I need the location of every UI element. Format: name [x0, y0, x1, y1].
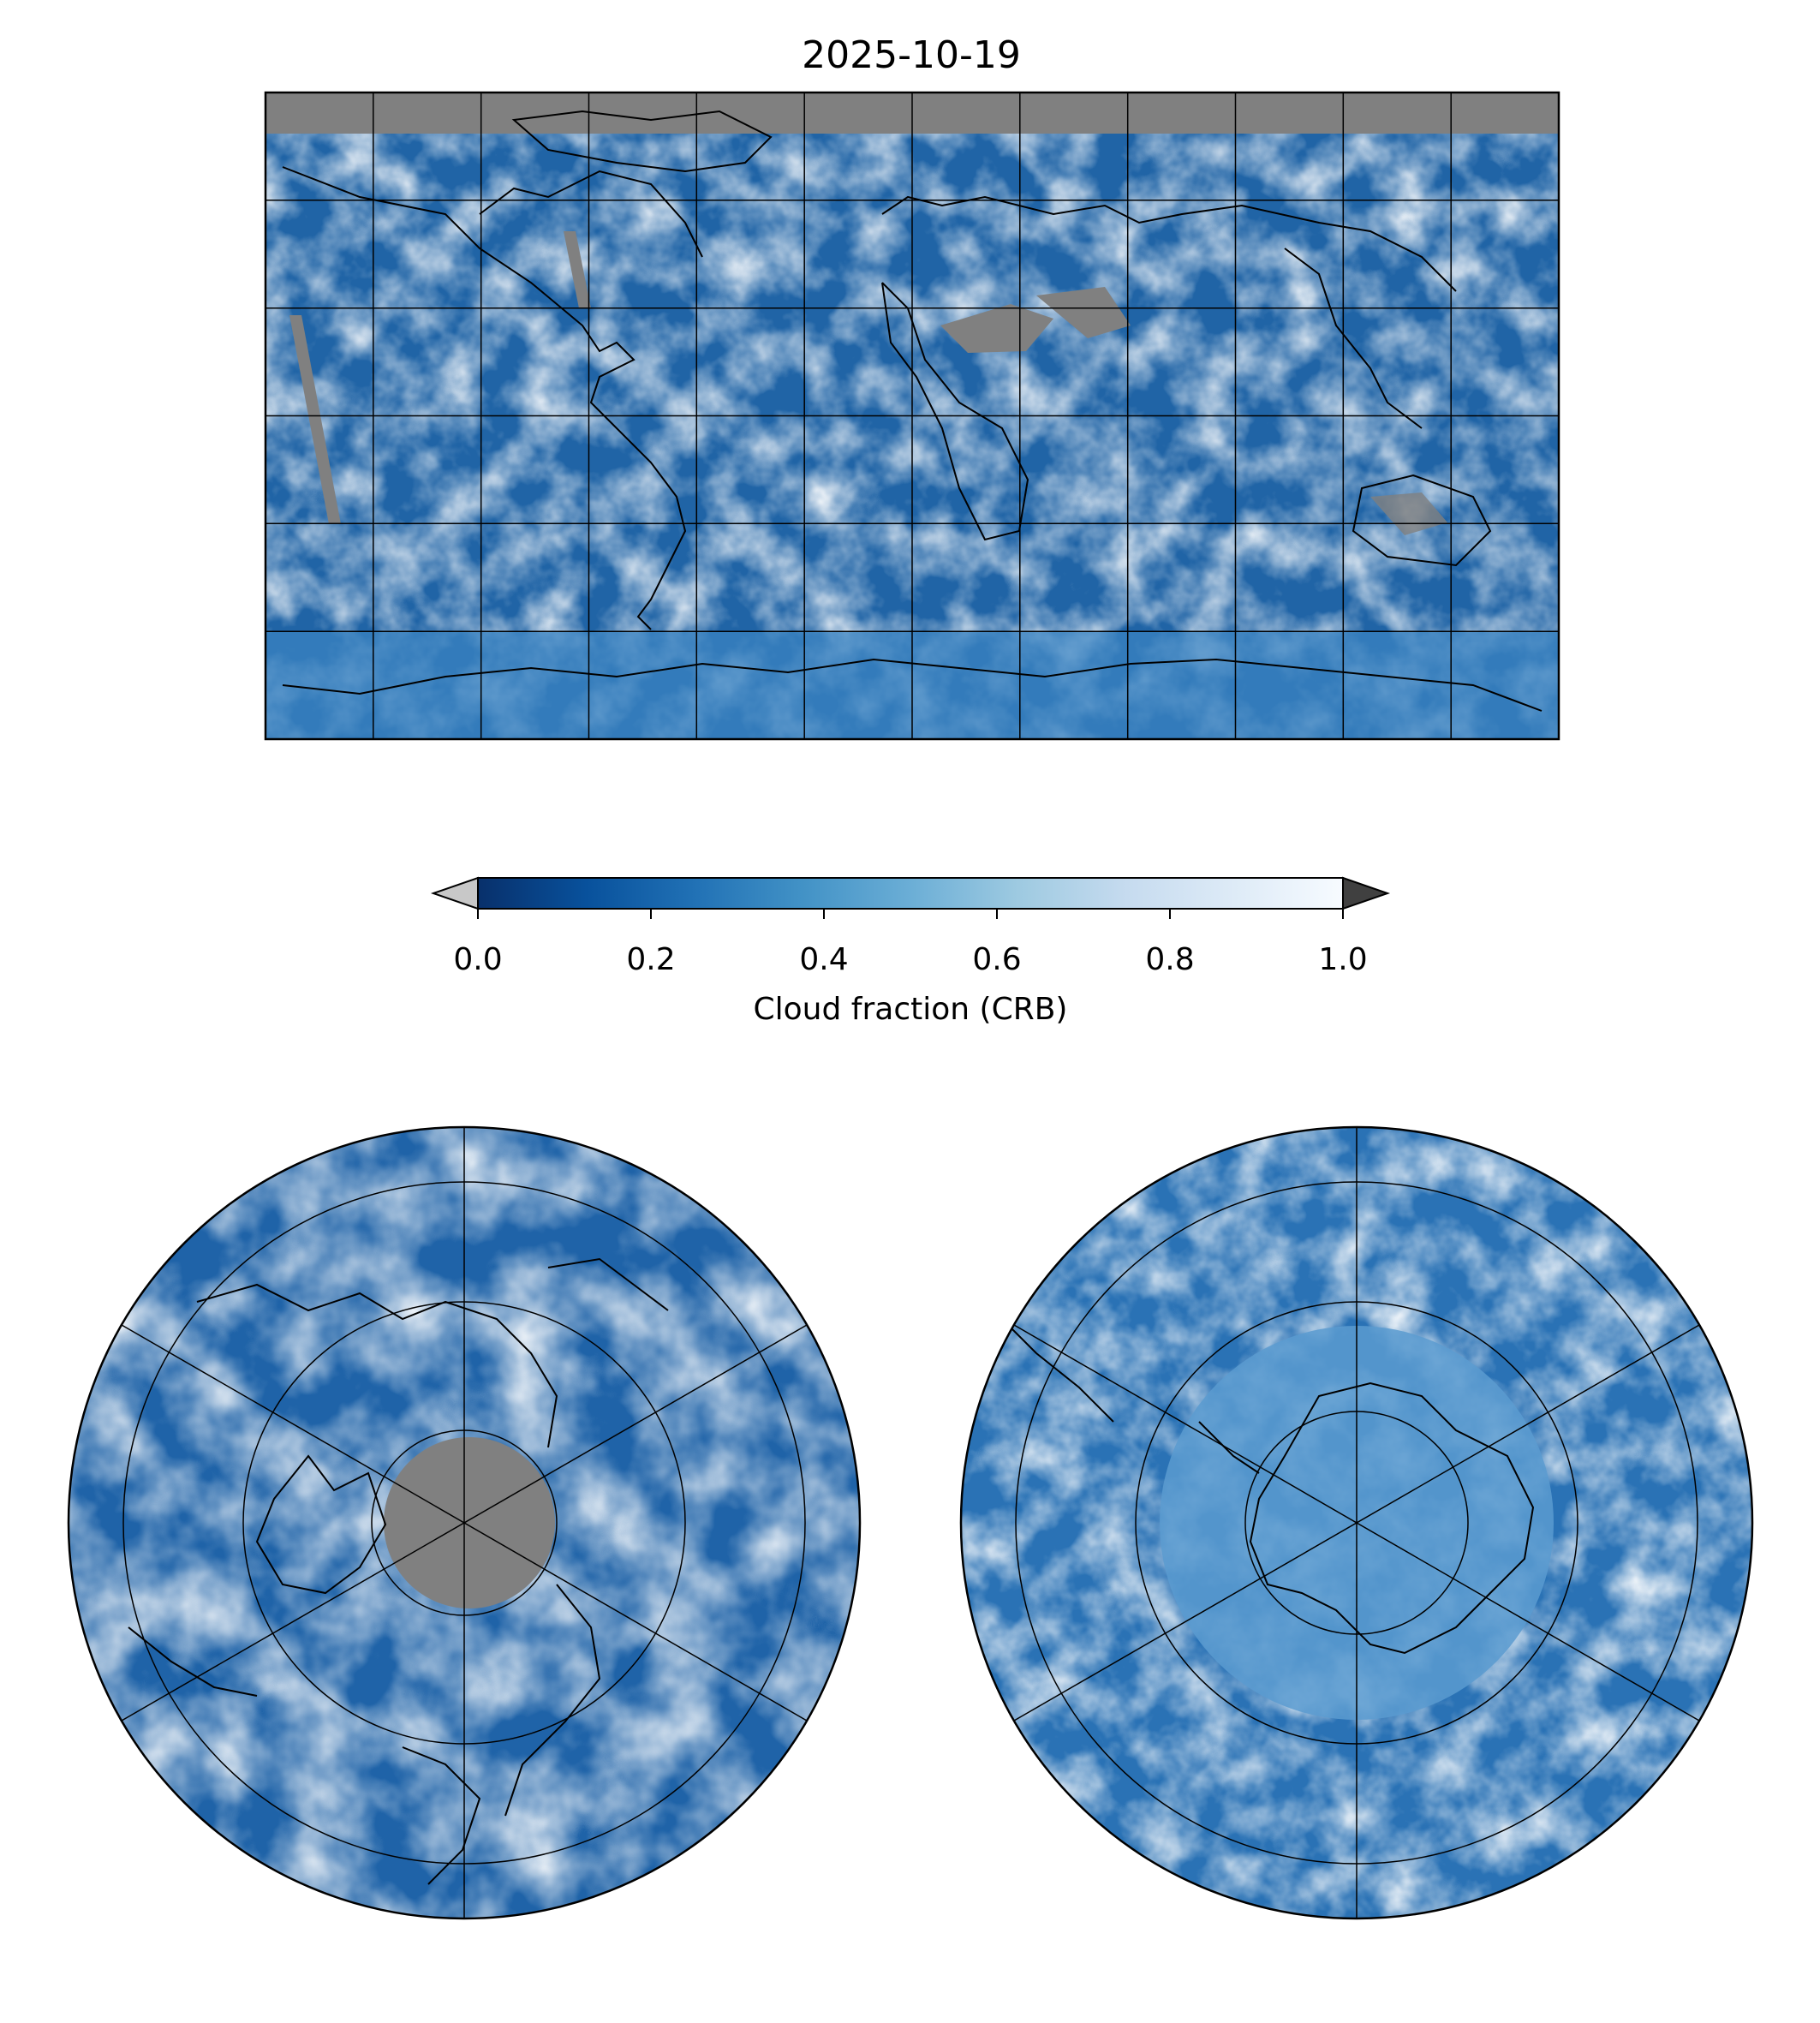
colorbar-ticks [477, 909, 1344, 919]
south-gridlines [1013, 1127, 1700, 1919]
colorbar-tick-label: 0.2 [626, 942, 675, 977]
colorbar-tick-label: 1.0 [1318, 942, 1367, 977]
south-coastlines [1001, 1318, 1535, 1655]
colorbar-label: Cloud fraction (CRB) [754, 992, 1068, 1027]
missing-swath-2 [564, 231, 591, 308]
north-polar-map [69, 1127, 860, 1919]
colorbar-tick-label: 0.6 [972, 942, 1021, 977]
global-gridlines [266, 92, 1559, 739]
north-gridlines [121, 1127, 808, 1919]
colorbar-under-triangle [430, 876, 479, 910]
global-map [266, 92, 1559, 739]
colorbar-tick-label: 0.4 [799, 942, 848, 977]
missing-australia [1370, 492, 1447, 535]
missing-swath-1 [289, 315, 341, 524]
global-coastlines [282, 110, 1543, 712]
colorbar: 0.0 0.2 0.4 0.6 0.8 1.0 Cloud fraction (… [430, 876, 1391, 1027]
missing-arabia [1036, 287, 1131, 338]
colorbar-gradient [477, 877, 1344, 910]
north-pole-missing-data [384, 1437, 555, 1608]
colorbar-tick-label: 0.0 [453, 942, 502, 977]
north-map-frame [67, 1125, 862, 1920]
colorbar-over-triangle [1342, 876, 1391, 910]
south-polar-map [961, 1127, 1752, 1919]
missing-sahara [940, 304, 1053, 353]
global-map-frame [264, 91, 1560, 741]
north-coastlines [128, 1257, 669, 1885]
south-map-frame [959, 1125, 1754, 1920]
figure-title: 2025-10-19 [802, 33, 1021, 77]
colorbar-tick-label: 0.8 [1145, 942, 1194, 977]
